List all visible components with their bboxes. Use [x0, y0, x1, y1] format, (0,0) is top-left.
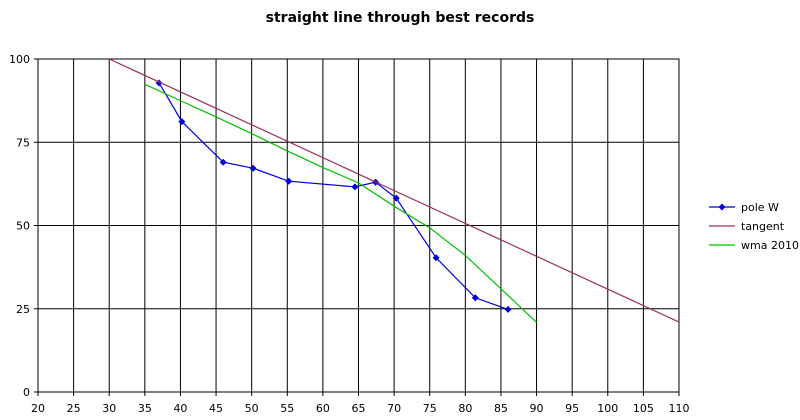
x-tick-label: 20: [31, 402, 45, 415]
x-tick-label: 50: [245, 402, 259, 415]
x-tick-label: 55: [280, 402, 294, 415]
x-tick-label: 40: [173, 402, 187, 415]
x-tick-label: 30: [102, 402, 116, 415]
chart-title: straight line through best records: [265, 10, 535, 26]
x-tick-label: 95: [565, 402, 579, 415]
x-tick-label: 35: [138, 402, 152, 415]
data-point-pole-w: [155, 79, 163, 87]
y-tick-label: 50: [16, 220, 30, 233]
legend-label-wma-2010: wma 2010: [741, 239, 799, 252]
data-point-pole-w: [471, 294, 479, 302]
grid: [38, 59, 679, 392]
x-tick-label: 105: [633, 402, 654, 415]
y-tick-label: 25: [16, 303, 30, 316]
x-tick-label: 45: [209, 402, 223, 415]
x-tick-label: 75: [423, 402, 437, 415]
data-point-pole-w: [351, 183, 359, 191]
y-tick-label: 75: [16, 136, 30, 149]
series-line-tangent: [108, 58, 680, 323]
x-tick-label: 25: [67, 402, 81, 415]
y-axis-tick-labels: 0 25 50 75 100: [9, 53, 38, 399]
x-tick-label: 110: [669, 402, 690, 415]
series-line-pole-w: [158, 82, 509, 310]
x-tick-label: 65: [352, 402, 366, 415]
legend-marker-pole-w: [718, 203, 726, 211]
data-point-pole-w: [285, 177, 293, 185]
x-tick-label: 70: [387, 402, 401, 415]
x-tick-label: 60: [316, 402, 330, 415]
x-tick-label: 90: [530, 402, 544, 415]
x-tick-label: 80: [458, 402, 472, 415]
data-point-pole-w: [504, 305, 512, 313]
x-axis-tick-labels: 20 25 30 35 40 45 50 55 60 65 70 75 80 85 90 95 100 105 11…: [31, 392, 690, 415]
x-tick-label: 85: [494, 402, 508, 415]
y-tick-label: 100: [9, 53, 30, 66]
x-tick-label: 100: [597, 402, 618, 415]
legend-label-pole-w: pole W: [741, 201, 779, 214]
data-point-pole-w: [392, 194, 400, 202]
legend-label-tangent: tangent: [741, 220, 785, 233]
data-point-pole-w: [432, 254, 440, 262]
series-line-wma-2010: [144, 83, 537, 323]
legend: pole W tangent wma 2010: [709, 201, 799, 252]
data-point-pole-w: [178, 118, 186, 126]
data-point-pole-w: [219, 158, 227, 166]
data-point-pole-w: [249, 164, 257, 172]
series-group: [108, 58, 680, 323]
y-tick-label: 0: [23, 386, 30, 399]
